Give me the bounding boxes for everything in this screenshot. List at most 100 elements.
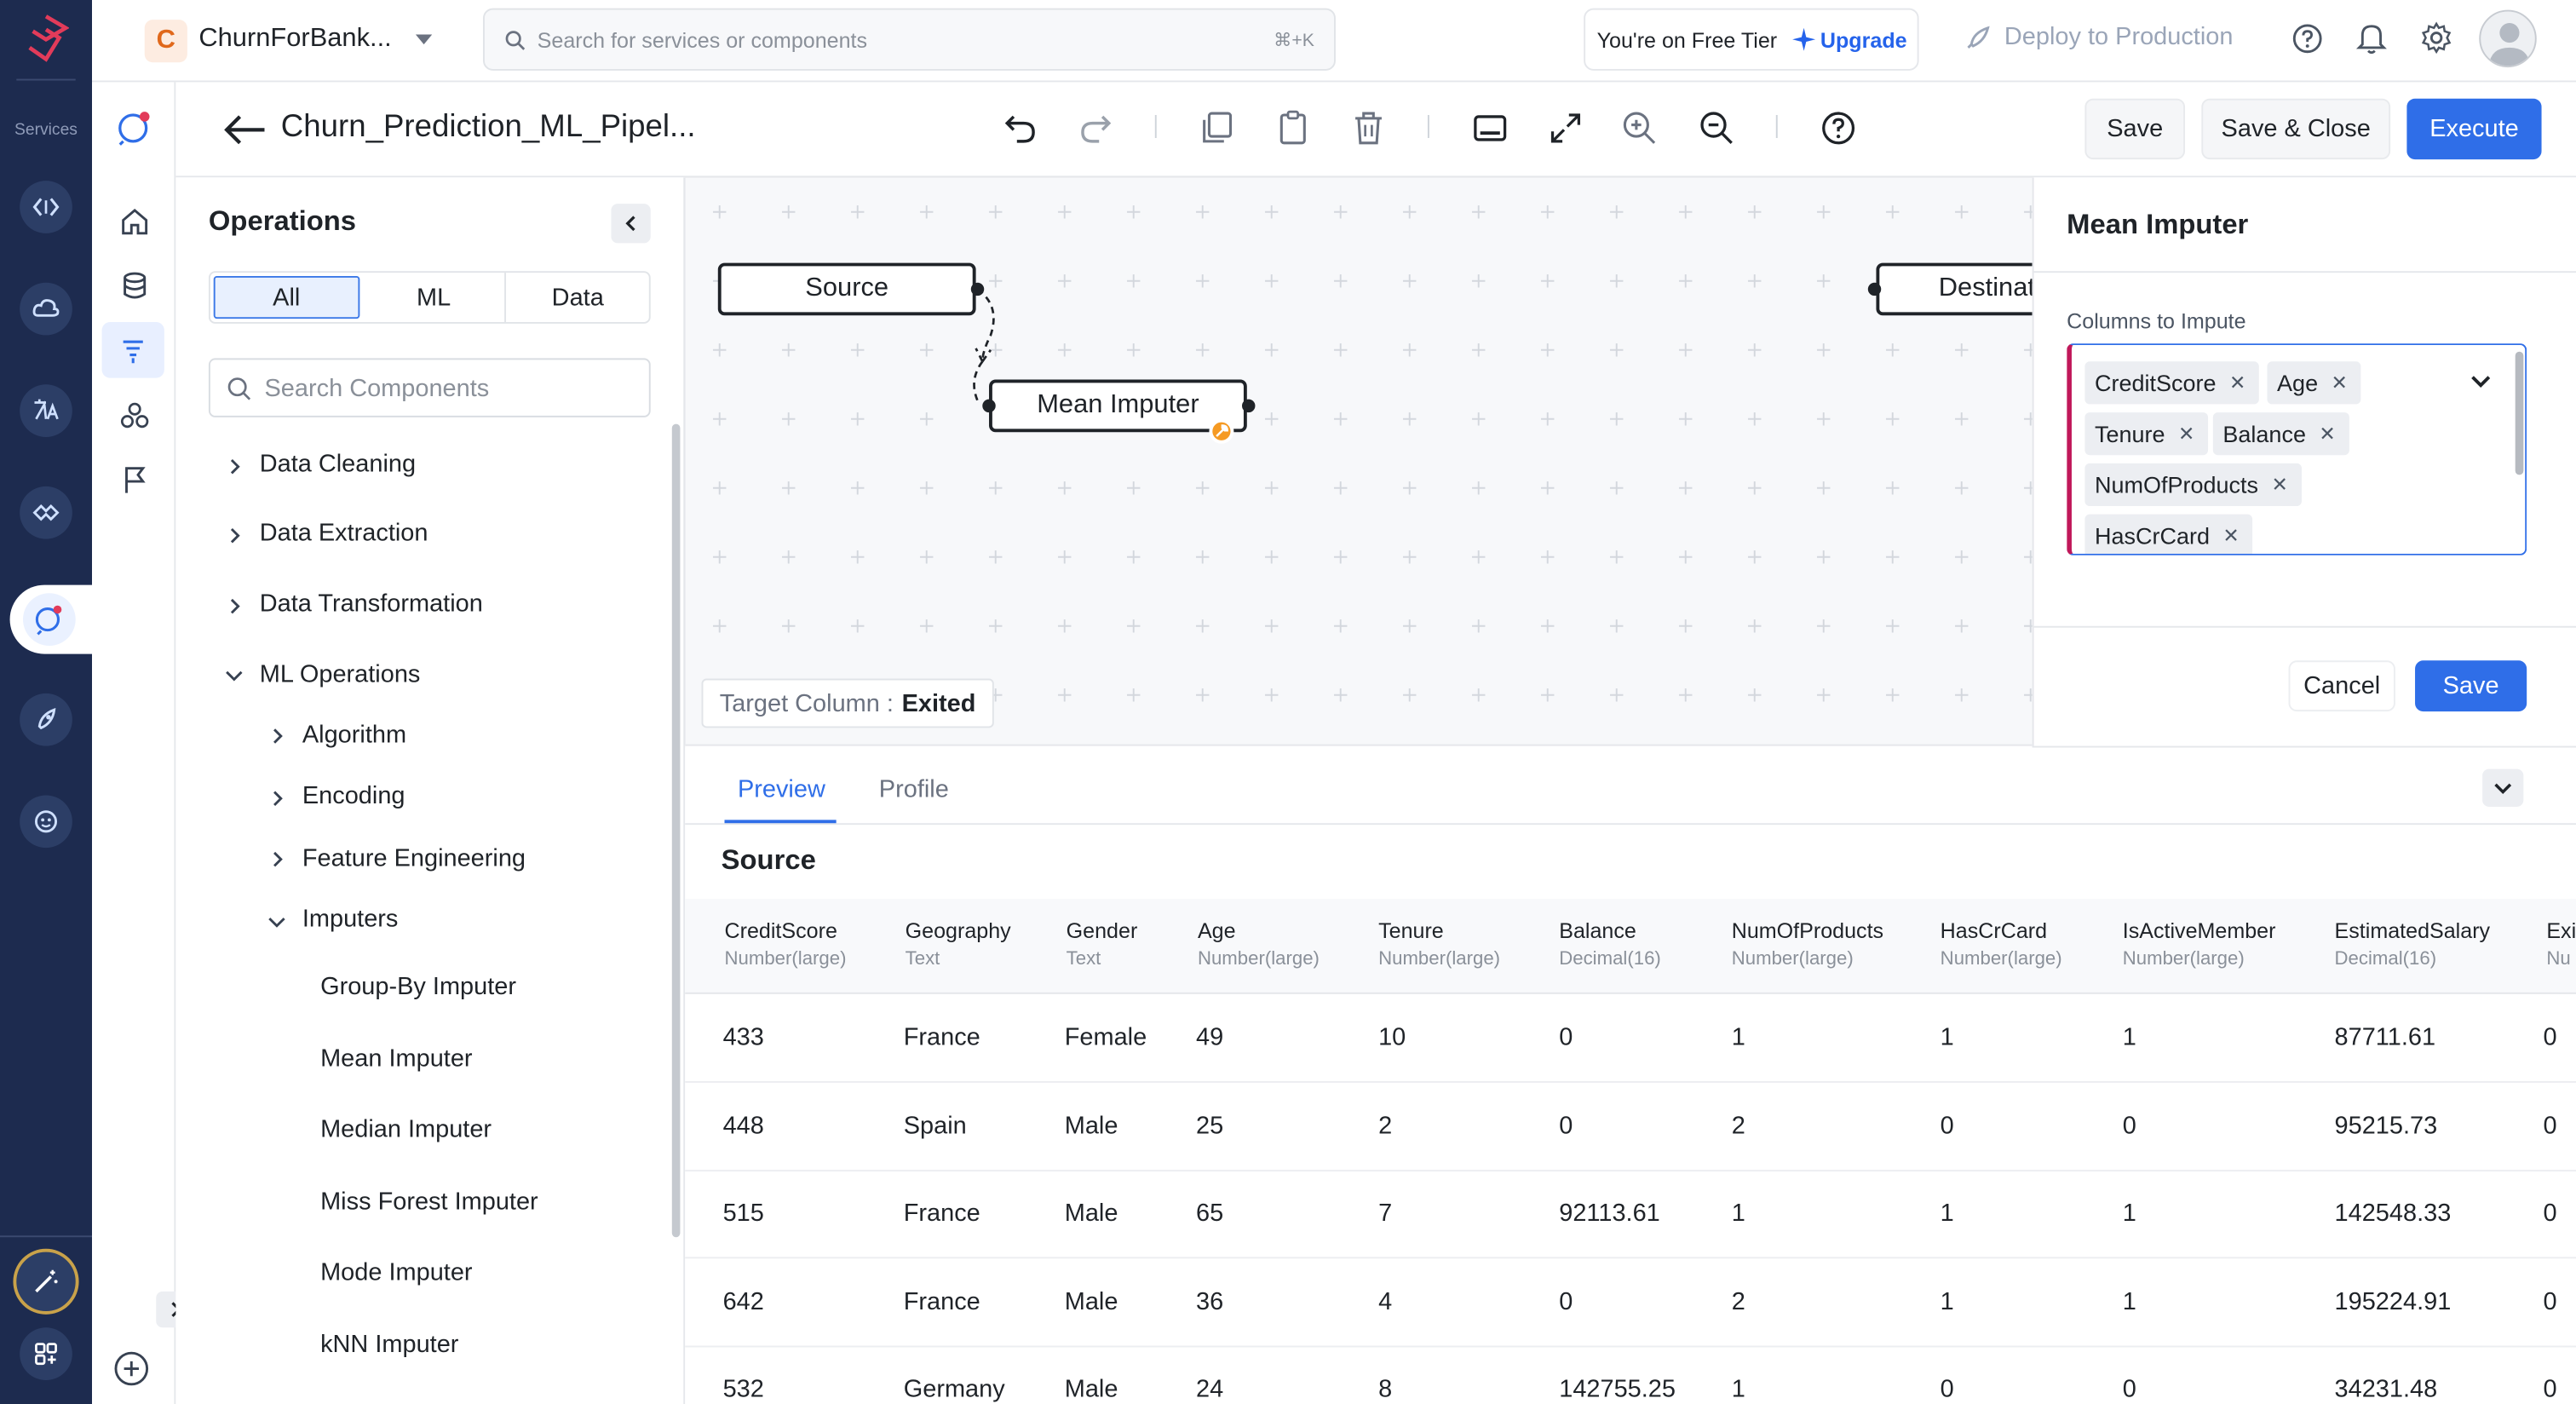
pipeline-canvas[interactable]: Source Mean Imputer Destinat Target Colu… — [685, 177, 2033, 746]
help-icon[interactable] — [2291, 23, 2323, 55]
column-header[interactable]: EstimatedSalary Decimal(16) — [2335, 918, 2491, 970]
operations-scrollbar[interactable] — [671, 423, 681, 1238]
global-search-input[interactable]: Search for services or components ⌘+K — [483, 8, 1336, 71]
tree-item-imputers[interactable]: Imputers — [302, 905, 399, 934]
add-circle-icon[interactable] — [113, 1350, 149, 1386]
filter-data[interactable]: Data — [551, 283, 604, 312]
home-icon[interactable] — [113, 200, 156, 243]
column-header[interactable]: CreditScore Number(large) — [725, 918, 847, 970]
component-mode-imputer[interactable]: Mode Imputer — [320, 1258, 473, 1287]
chevron-right-icon[interactable] — [227, 458, 243, 475]
ml-service-active[interactable] — [9, 584, 102, 654]
chevron-down-icon[interactable] — [267, 913, 285, 929]
fullscreen-icon[interactable] — [1546, 108, 1585, 147]
tree-item-feature-engineering[interactable]: Feature Engineering — [302, 844, 526, 873]
redo-icon[interactable] — [1076, 108, 1115, 147]
project-name[interactable]: ChurnForBank... — [198, 24, 392, 53]
copy-icon[interactable] — [1198, 108, 1237, 147]
magic-wand-icon[interactable] — [13, 1248, 79, 1315]
tree-item-algorithm[interactable]: Algorithm — [302, 721, 407, 750]
models-cluster-icon[interactable] — [113, 394, 156, 437]
component-miss-forest-imputer[interactable]: Miss Forest Imputer — [320, 1188, 538, 1217]
collapse-panel-button[interactable] — [611, 204, 651, 244]
component-median-imputer[interactable]: Median Imputer — [320, 1115, 492, 1144]
table-row[interactable]: 642 France Male 36 4 0 2 1 1 195224.91 0 — [685, 1259, 2576, 1347]
config-save-button[interactable]: Save — [2415, 660, 2527, 712]
mean-imputer-input-port[interactable] — [982, 399, 996, 413]
remove-chip-icon[interactable]: ✕ — [2222, 524, 2240, 548]
table-row[interactable]: 532 Germany Male 24 8 142755.25 1 0 0 34231.48 0 — [685, 1347, 2576, 1404]
column-header[interactable]: HasCrCard Number(large) — [1941, 918, 2062, 970]
filter-ml[interactable]: ML — [363, 273, 507, 323]
component-group-by-imputer[interactable]: Group-By Imputer — [320, 972, 517, 1001]
column-header[interactable]: Tenure Number(large) — [1378, 918, 1500, 970]
save-and-close-button[interactable]: Save & Close — [2201, 98, 2391, 160]
tab-preview[interactable]: Preview — [737, 775, 825, 804]
chevron-right-icon[interactable] — [269, 791, 285, 807]
project-dropdown-icon[interactable] — [414, 32, 434, 48]
remove-chip-icon[interactable]: ✕ — [2319, 422, 2336, 446]
project-avatar[interactable]: C — [144, 20, 187, 63]
bot-service-icon[interactable] — [20, 795, 72, 849]
collapse-preview-button[interactable] — [2482, 768, 2524, 807]
api-service-icon[interactable] — [20, 181, 72, 233]
column-header[interactable]: Balance Decimal(16) — [1559, 918, 1661, 970]
integration-service-icon[interactable] — [20, 486, 72, 539]
upgrade-link[interactable]: Upgrade — [1820, 27, 1907, 53]
column-header[interactable]: Geography Text — [906, 918, 1011, 970]
columns-multiselect[interactable]: CreditScore ✕ Age ✕ Tenure ✕ Balance ✕ NumOf… — [2067, 343, 2527, 555]
settings-gear-icon[interactable] — [2420, 21, 2453, 55]
rocket-service-icon[interactable] — [20, 693, 72, 746]
user-avatar[interactable] — [2479, 9, 2537, 68]
tree-item-data-cleaning[interactable]: Data Cleaning — [259, 450, 417, 479]
mean-imputer-output-port[interactable] — [1242, 399, 1256, 413]
remove-chip-icon[interactable]: ✕ — [2228, 371, 2246, 394]
pipelines-icon[interactable] — [101, 322, 164, 378]
zoom-in-icon[interactable] — [1620, 108, 1659, 147]
table-row[interactable]: 448 Spain Male 25 2 0 2 0 0 95215.73 0 — [685, 1084, 2576, 1171]
multiselect-scrollbar[interactable] — [2515, 351, 2524, 475]
save-button[interactable]: Save — [2084, 98, 2186, 160]
column-header[interactable]: Gender Text — [1067, 918, 1138, 970]
ml-service-logo-icon[interactable] — [113, 106, 156, 149]
execute-button[interactable]: Execute — [2406, 98, 2542, 160]
tree-item-ml-operations[interactable]: ML Operations — [259, 660, 421, 689]
column-header[interactable]: Exi Nu — [2546, 918, 2576, 970]
database-icon[interactable] — [113, 265, 156, 308]
tree-item-data-extraction[interactable]: Data Extraction — [259, 519, 428, 548]
tree-item-data-transformation[interactable]: Data Transformation — [259, 590, 483, 619]
remove-chip-icon[interactable]: ✕ — [2271, 473, 2288, 497]
remove-chip-icon[interactable]: ✕ — [2177, 422, 2195, 446]
chevron-right-icon[interactable] — [227, 598, 243, 614]
apps-grid-icon[interactable] — [20, 1327, 72, 1381]
cloud-service-icon[interactable] — [20, 282, 72, 336]
search-components-input[interactable]: Search Components — [208, 358, 651, 417]
destination-input-port[interactable] — [1867, 282, 1882, 296]
chevron-right-icon[interactable] — [269, 728, 285, 744]
component-mean-imputer[interactable]: Mean Imputer — [320, 1044, 473, 1073]
paste-icon[interactable] — [1274, 108, 1313, 147]
chevron-right-icon[interactable] — [269, 851, 285, 867]
zoom-out-icon[interactable] — [1697, 108, 1736, 147]
notifications-bell-icon[interactable] — [2355, 21, 2388, 55]
column-header[interactable]: NumOfProducts Number(large) — [1732, 918, 1883, 970]
chevron-down-icon[interactable] — [225, 667, 243, 683]
cancel-button[interactable]: Cancel — [2288, 660, 2395, 712]
source-output-port[interactable] — [970, 282, 985, 296]
column-header[interactable]: IsActiveMember Number(large) — [2123, 918, 2276, 970]
translate-service-icon[interactable] — [20, 384, 72, 438]
app-logo-icon[interactable] — [23, 13, 70, 62]
table-row[interactable]: 515 France Male 65 7 92113.61 1 1 1 142548.33 0 — [685, 1171, 2576, 1259]
tree-item-encoding[interactable]: Encoding — [302, 782, 405, 810]
remove-chip-icon[interactable]: ✕ — [2331, 371, 2348, 394]
back-arrow-icon[interactable] — [221, 112, 267, 147]
chevron-down-icon[interactable] — [2471, 375, 2491, 389]
delete-icon[interactable] — [1348, 108, 1388, 147]
column-header[interactable]: Age Number(large) — [1198, 918, 1320, 970]
minimap-toggle-icon[interactable] — [1470, 108, 1509, 147]
node-mean-imputer[interactable]: Mean Imputer — [989, 379, 1247, 433]
help-circle-icon[interactable] — [1819, 108, 1858, 147]
node-source[interactable]: Source — [717, 262, 976, 316]
table-row[interactable]: 433 France Female 49 10 0 1 1 1 87711.61 0 — [685, 996, 2576, 1083]
flag-icon[interactable] — [113, 458, 156, 501]
